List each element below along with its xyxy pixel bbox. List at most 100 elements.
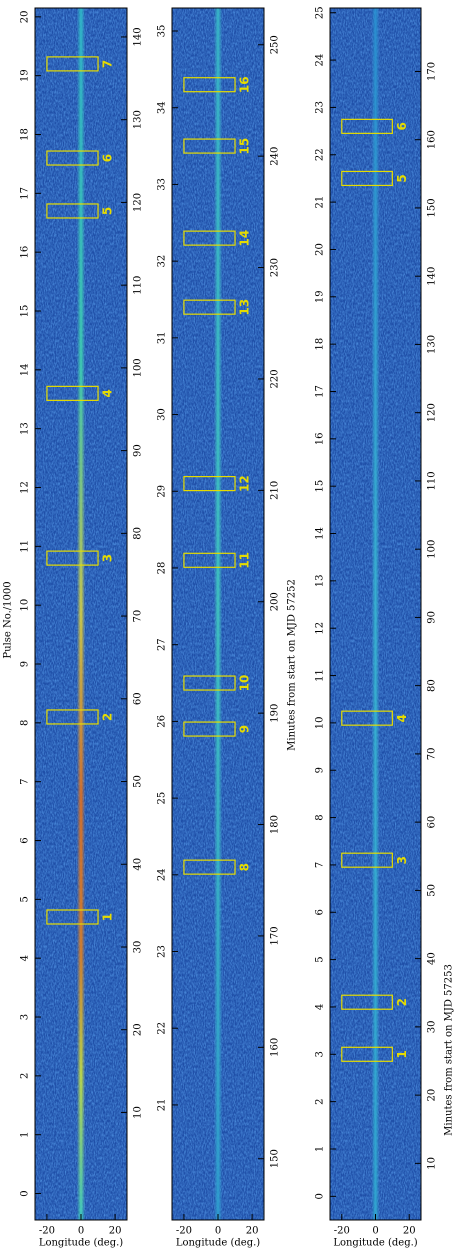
y-tick-label: 19 bbox=[20, 69, 31, 82]
y2-tick-label: 230 bbox=[270, 258, 281, 277]
y-tick-label: 5 bbox=[20, 896, 31, 902]
y-tick-label: 18 bbox=[20, 128, 31, 141]
y2-axis-label: Minutes from start on MJD 57253 bbox=[444, 964, 455, 1136]
x-tick-label: 20 bbox=[403, 1226, 416, 1237]
y2-tick-label: 160 bbox=[427, 130, 438, 149]
event-box bbox=[46, 385, 99, 401]
event-box bbox=[46, 909, 99, 925]
y-tick-label: 14 bbox=[315, 527, 326, 540]
event-box bbox=[46, 56, 99, 72]
y-tick-label: 25 bbox=[157, 792, 168, 805]
y-tick-label: 8 bbox=[315, 814, 326, 820]
y2-tick-label: 240 bbox=[270, 147, 281, 166]
y-tick-label: 27 bbox=[157, 638, 168, 651]
event-box bbox=[183, 552, 236, 568]
y2-tick-label: 60 bbox=[133, 692, 144, 705]
event-box bbox=[341, 118, 393, 134]
y-tick-label: 0 bbox=[315, 1193, 326, 1199]
y-tick-label: 4 bbox=[315, 1004, 326, 1010]
box-label: 12 bbox=[238, 475, 252, 492]
y2-tick-label: 120 bbox=[133, 193, 144, 212]
box-label: 4 bbox=[395, 714, 409, 722]
y-tick-label: 22 bbox=[315, 148, 326, 161]
y-tick-label: 11 bbox=[315, 669, 326, 682]
event-box bbox=[341, 710, 393, 726]
y-tick-label: 9 bbox=[315, 767, 326, 773]
y-tick-label: 0 bbox=[20, 1190, 31, 1196]
y2-tick-label: 80 bbox=[427, 679, 438, 692]
y2-tick-label: 250 bbox=[270, 35, 281, 54]
y-tick-label: 5 bbox=[315, 956, 326, 962]
event-box bbox=[341, 994, 393, 1010]
y2-tick-label: 20 bbox=[427, 1089, 438, 1102]
box-label: 16 bbox=[238, 76, 252, 93]
y2-tick-label: 100 bbox=[133, 358, 144, 377]
box-label: 6 bbox=[101, 154, 115, 162]
y-tick-label: 35 bbox=[157, 25, 168, 38]
y-tick-label: 18 bbox=[315, 338, 326, 351]
y2-tick-label: 180 bbox=[270, 815, 281, 834]
event-box bbox=[341, 852, 393, 868]
box-label: 8 bbox=[238, 863, 252, 871]
y-tick-label: 12 bbox=[315, 622, 326, 635]
y-tick-label: 7 bbox=[315, 862, 326, 868]
y2-tick-label: 50 bbox=[427, 884, 438, 897]
y2-tick-label: 10 bbox=[133, 1106, 144, 1119]
y2-tick-label: 40 bbox=[427, 952, 438, 965]
pulse-band bbox=[358, 8, 393, 1220]
y2-tick-label: 170 bbox=[270, 926, 281, 945]
y2-axis-label: Minutes from start on MJD 57252 bbox=[287, 579, 298, 751]
y2-tick-label: 10 bbox=[427, 1157, 438, 1170]
pulse-band bbox=[63, 8, 99, 1220]
y-tick-label: 2 bbox=[315, 1098, 326, 1104]
x-tick-label: 20 bbox=[109, 1226, 122, 1237]
y2-tick-label: 110 bbox=[133, 276, 144, 295]
y2-tick-label: 50 bbox=[133, 775, 144, 788]
y-tick-label: 19 bbox=[315, 290, 326, 303]
y-tick-label: 28 bbox=[157, 562, 168, 575]
y-tick-label: 3 bbox=[315, 1051, 326, 1057]
y-tick-label: 23 bbox=[157, 945, 168, 958]
y-tick-label: 17 bbox=[20, 187, 31, 200]
x-axis-label: Longitude (deg.) bbox=[176, 1238, 260, 1248]
pulse-band bbox=[200, 8, 236, 1220]
event-box bbox=[183, 138, 236, 154]
box-label: 5 bbox=[101, 207, 115, 215]
event-box bbox=[46, 150, 99, 166]
y-tick-label: 34 bbox=[157, 101, 168, 114]
box-label: 3 bbox=[101, 554, 115, 562]
box-label: 5 bbox=[395, 174, 409, 182]
y2-tick-label: 120 bbox=[427, 403, 438, 422]
event-box bbox=[341, 170, 393, 187]
y-tick-label: 10 bbox=[315, 717, 326, 730]
y2-tick-label: 110 bbox=[427, 471, 438, 490]
y-tick-label: 1 bbox=[20, 1132, 31, 1138]
x-axis-label: Longitude (deg.) bbox=[333, 1238, 417, 1248]
y-tick-label: 21 bbox=[157, 1099, 168, 1112]
y-tick-label: 30 bbox=[157, 408, 168, 421]
y-tick-label: 16 bbox=[20, 246, 31, 259]
x-tick-label: 20 bbox=[246, 1226, 259, 1237]
y2-tick-label: 70 bbox=[427, 748, 438, 761]
x-tick-label: -20 bbox=[176, 1226, 192, 1237]
y2-tick-label: 70 bbox=[133, 610, 144, 623]
y-tick-label: 24 bbox=[157, 868, 168, 881]
x-tick-label: 0 bbox=[215, 1226, 221, 1237]
y-tick-label: 16 bbox=[315, 432, 326, 445]
y-tick-label: 3 bbox=[20, 1014, 31, 1020]
y-axis-label: Pulse No./1000 bbox=[3, 581, 14, 658]
x-tick-label: 0 bbox=[78, 1226, 84, 1237]
box-label: 1 bbox=[101, 913, 115, 921]
box-label: 15 bbox=[238, 138, 252, 155]
y2-tick-label: 220 bbox=[270, 369, 281, 388]
x-tick-label: -20 bbox=[39, 1226, 55, 1237]
y2-tick-label: 130 bbox=[133, 110, 144, 129]
y2-tick-label: 190 bbox=[270, 704, 281, 723]
y2-tick-label: 60 bbox=[427, 816, 438, 829]
y-tick-label: 13 bbox=[20, 422, 31, 435]
y-tick-label: 6 bbox=[315, 909, 326, 915]
box-label: 3 bbox=[395, 856, 409, 864]
